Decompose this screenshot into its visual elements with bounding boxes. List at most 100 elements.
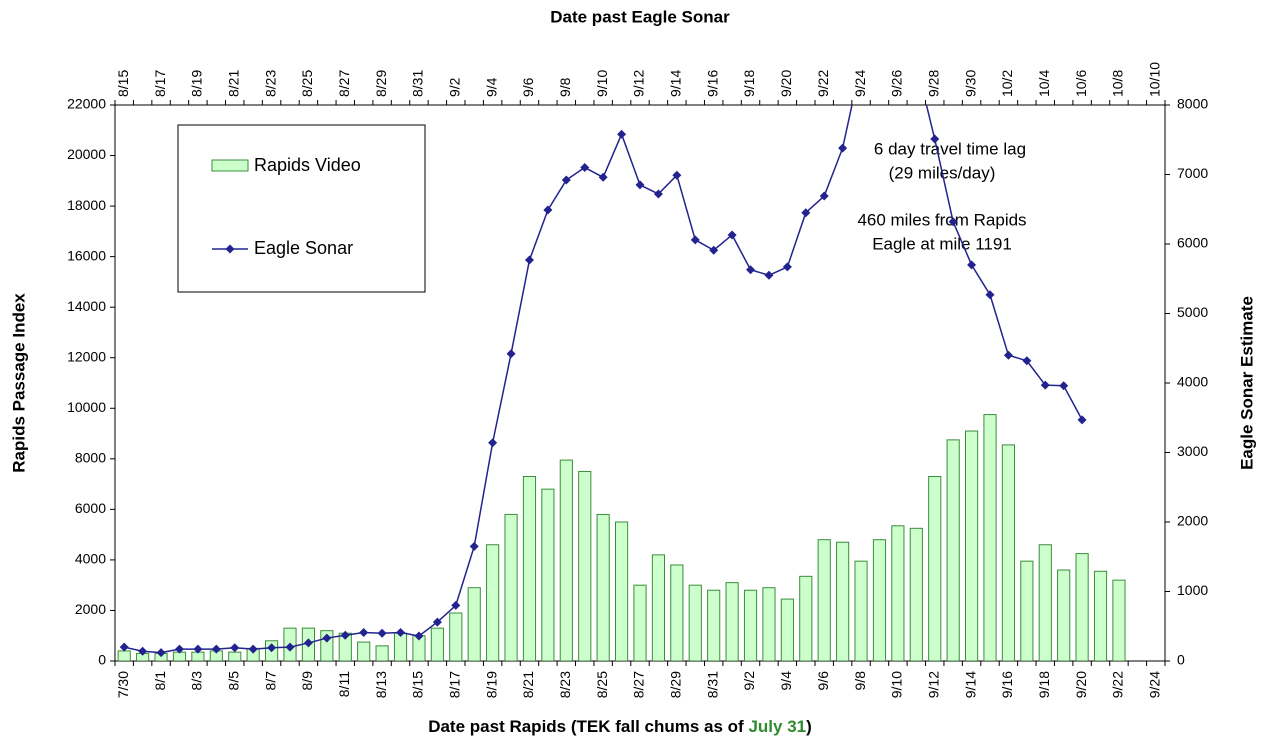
bar (983, 414, 997, 661)
marker (230, 643, 240, 653)
legend-label: Eagle Sonar (254, 238, 353, 258)
marker (359, 628, 369, 638)
marker (138, 646, 148, 656)
marker (801, 208, 811, 218)
x-tick-label: 8/15 (410, 671, 426, 698)
marker (709, 245, 719, 255)
y2-axis-title: Eagle Sonar Estimate (1237, 296, 1256, 470)
x2-tick-label: 10/10 (1146, 62, 1162, 97)
bar (799, 575, 813, 661)
marker (1059, 381, 1069, 391)
y-tick-label: 0 (98, 652, 106, 668)
legend-swatch (211, 159, 249, 172)
marker (211, 644, 221, 654)
marker (156, 648, 166, 658)
marker (432, 617, 442, 627)
y2-tick-label: 0 (1177, 652, 1185, 668)
bar (891, 525, 905, 661)
marker (377, 628, 387, 638)
y2-tick-label: 3000 (1177, 443, 1208, 459)
marker (396, 628, 406, 638)
marker (1077, 415, 1087, 425)
x-tick-label: 8/31 (704, 671, 720, 698)
x-tick-label: 9/14 (962, 671, 978, 698)
x2-tick-label: 8/15 (115, 70, 131, 97)
marker (1003, 350, 1013, 360)
marker (580, 163, 590, 173)
x2-tick-label: 9/28 (925, 70, 941, 97)
y-tick-label: 12000 (67, 348, 106, 364)
x2-tick-label: 9/6 (520, 77, 536, 97)
legend-label: Rapids Video (254, 155, 361, 175)
annotation: 460 miles from Rapids (857, 210, 1026, 229)
marker (414, 631, 424, 641)
bar (762, 587, 776, 661)
bar (670, 564, 684, 661)
x-tick-label: 8/19 (483, 671, 499, 698)
x2-tick-label: 10/6 (1073, 70, 1089, 97)
annotation: 6 day travel time lag (874, 139, 1026, 158)
bar (357, 641, 371, 661)
bar (541, 488, 555, 661)
marker (782, 262, 792, 272)
marker (248, 644, 258, 654)
x2-tick-label: 9/22 (815, 70, 831, 97)
bar (817, 539, 831, 661)
marker (617, 129, 627, 139)
marker (451, 600, 461, 610)
y2-tick-label: 8000 (1177, 96, 1208, 112)
y-tick-label: 14000 (67, 298, 106, 314)
marker (653, 189, 663, 199)
bar (725, 582, 739, 661)
x2-tick-label: 8/23 (262, 70, 278, 97)
x2-tick-label: 10/4 (1036, 70, 1052, 97)
y2-tick-label: 6000 (1177, 235, 1208, 251)
x2-tick-label: 9/8 (557, 77, 573, 97)
marker (912, 59, 921, 68)
marker (561, 175, 571, 185)
legend-swatch (225, 244, 235, 254)
x-tick-label: 8/11 (336, 671, 352, 697)
bar (504, 513, 518, 661)
marker (1022, 356, 1032, 366)
x2-tick-label: 8/17 (152, 70, 168, 97)
y-tick-label: 18000 (67, 197, 106, 213)
bar (854, 560, 868, 661)
bar (909, 527, 923, 661)
marker (746, 265, 756, 275)
x-tick-label: 8/29 (668, 671, 684, 698)
x-tick-label: 9/12 (925, 671, 941, 698)
marker (488, 438, 498, 448)
bar (928, 476, 942, 661)
x-tick-label: 8/5 (225, 671, 241, 691)
bar (1075, 553, 1089, 661)
x2-tick-label: 8/29 (373, 70, 389, 97)
y2-tick-label: 4000 (1177, 374, 1208, 390)
x2-tick-label: 9/2 (446, 77, 462, 97)
y2-tick-label: 1000 (1177, 582, 1208, 598)
x2-tick-label: 9/30 (962, 70, 978, 97)
marker (524, 255, 534, 265)
y-tick-label: 2000 (75, 601, 106, 617)
x2-tick-label: 9/16 (704, 70, 720, 97)
x2-tick-label: 9/24 (852, 70, 868, 97)
legend-box (177, 124, 426, 293)
marker (875, 0, 884, 5)
x2-tick-label: 8/19 (189, 70, 205, 97)
bar (1038, 544, 1052, 661)
x2-tick-label: 9/14 (668, 70, 684, 97)
x2-tick-label: 9/12 (631, 70, 647, 97)
x2-tick-label: 8/21 (225, 70, 241, 97)
marker (819, 191, 829, 201)
y2-tick-label: 5000 (1177, 304, 1208, 320)
bar (1001, 444, 1015, 661)
marker (967, 260, 977, 270)
marker (948, 217, 958, 227)
marker (727, 230, 737, 240)
bar (596, 513, 610, 661)
bar (872, 539, 887, 661)
x-tick-label: 9/6 (815, 671, 831, 691)
bar (117, 650, 131, 661)
x-tick-label: 8/25 (594, 671, 610, 698)
x-axis-title-highlight: July 31 (748, 717, 806, 736)
